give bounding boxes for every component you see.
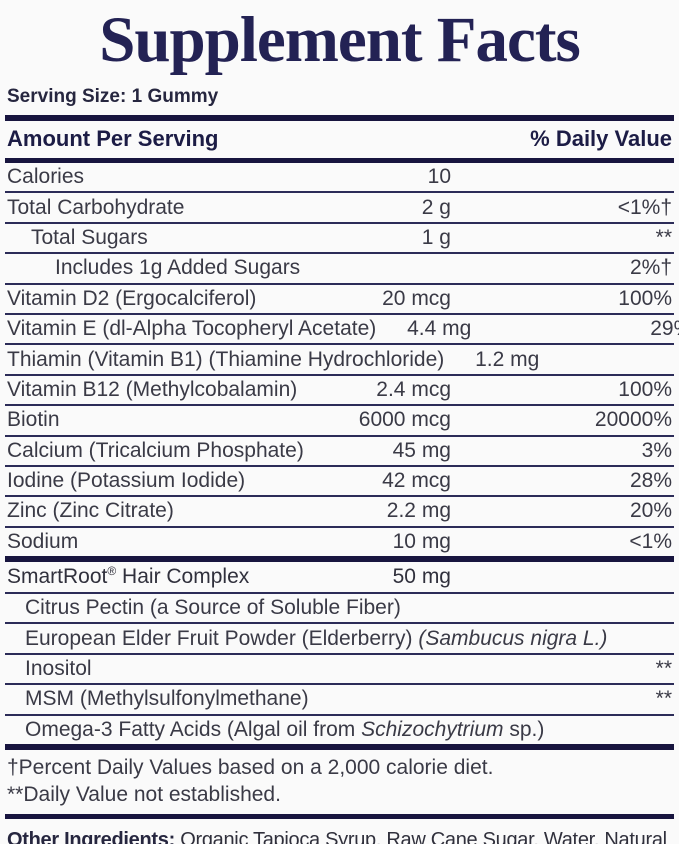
- serving-size: Serving Size: 1 Gummy: [7, 86, 219, 107]
- table-row-citrus-pectin: Citrus Pectin (a Source of Soluble Fiber…: [5, 594, 674, 625]
- supplement-facts-label: Supplement Facts Serving Size: 1 Gummy A…: [5, 0, 679, 844]
- nutrient-daily-value: 29%: [650, 317, 679, 341]
- table-row-omega3: Omega-3 Fatty Acids (Algal oil from Schi…: [5, 716, 674, 744]
- nutrient-amount: 45 mg: [392, 438, 451, 462]
- nutrient-daily-value: 3%: [641, 438, 672, 462]
- other-ingredients-text: Organic Tapioca Syrup, Raw Cane Sugar, W…: [180, 829, 667, 844]
- other-ingredients-label: Other Ingredients:: [7, 829, 175, 844]
- table-header-row: Amount Per Serving % Daily Value: [5, 121, 674, 158]
- ingredient-text: Omega-3 Fatty Acids (Algal oil from: [25, 717, 362, 741]
- table-row-vitamin-b12: Vitamin B12 (Methylcobalamin) 2.4 mcg 10…: [5, 376, 674, 407]
- ingredient-name: MSM (Methylsulfonylmethane): [7, 687, 356, 711]
- registered-trademark-symbol: ®: [107, 564, 117, 579]
- nutrient-amount: 42 mcg: [382, 469, 451, 493]
- complex-brand: SmartRoot: [7, 565, 108, 589]
- complex-amount: 50 mg: [392, 565, 451, 589]
- col-header-daily-value: % Daily Value: [530, 126, 672, 151]
- ingredient-name: Inositol: [7, 657, 356, 681]
- nutrient-amount: 2.2 mg: [386, 499, 451, 523]
- table-row-elderberry: European Elder Fruit Powder (Elderberry)…: [5, 624, 674, 655]
- table-row-calcium: Calcium (Tricalcium Phosphate) 45 mg 3%: [5, 437, 674, 467]
- complex-name-rest: Hair Complex: [116, 565, 250, 589]
- table-row-vitamin-d2: Vitamin D2 (Ergocalciferol) 20 mcg 100%: [5, 285, 674, 315]
- nutrient-amount: 4.4 mg: [407, 317, 472, 341]
- table-row-thiamin: Thiamin (Vitamin B1) (Thiamine Hydrochlo…: [5, 345, 674, 376]
- nutrient-name: Calcium (Tricalcium Phosphate): [7, 438, 304, 462]
- col-header-amount-per-serving: Amount Per Serving: [7, 126, 219, 151]
- table-row-total-sugars: Total Sugars 1 g **: [5, 224, 674, 255]
- nutrient-daily-value: 100%: [539, 348, 679, 372]
- ingredient-daily-value: **: [655, 657, 672, 681]
- ingredient-suffix: sp.): [503, 717, 545, 741]
- nutrient-name: Zinc (Zinc Citrate): [7, 499, 174, 523]
- divider-thick-top: [5, 115, 674, 121]
- ingredient-daily-value: **: [639, 718, 679, 742]
- ingredient-text: Inositol: [25, 657, 92, 681]
- nutrient-daily-value: 2%†: [629, 256, 672, 280]
- nutrient-amount: 10 mg: [392, 529, 451, 553]
- table-row-zinc: Zinc (Zinc Citrate) 2.2 mg 20%: [5, 497, 674, 528]
- nutrient-name: Includes 1g Added Sugars: [55, 256, 301, 280]
- footnotes: †Percent Daily Values based on a 2,000 c…: [5, 750, 674, 814]
- ingredient-text: MSM (Methylsulfonylmethane): [25, 687, 309, 711]
- complex-name: SmartRoot® Hair Complex: [7, 565, 356, 589]
- table-row-biotin: Biotin 6000 mcg 20000%: [5, 406, 674, 437]
- table-row-added-sugars: Includes 1g Added Sugars 2%†: [5, 254, 674, 285]
- divider-under-header: [5, 158, 674, 163]
- nutrient-daily-value: 100%: [618, 377, 672, 401]
- nutrient-amount: 2.4 mcg: [376, 377, 451, 401]
- divider-thick-footnotes: [5, 744, 674, 751]
- table-row-smartroot-complex: SmartRoot® Hair Complex 50 mg: [5, 562, 674, 595]
- divider-thick-complex: [5, 556, 674, 563]
- footnote-not-established: **Daily Value not established.: [7, 782, 281, 806]
- table-row-sodium: Sodium 10 mg <1%: [5, 528, 674, 556]
- table-row-total-carbohydrate: Total Carbohydrate 2 g <1%†: [5, 193, 674, 224]
- nutrient-amount: 20 mcg: [382, 286, 451, 310]
- ingredient-name: Omega-3 Fatty Acids (Algal oil from Schi…: [7, 718, 544, 742]
- ingredient-text: Citrus Pectin (a Source of Soluble Fiber…: [25, 596, 401, 620]
- nutrient-daily-value: 100%: [618, 286, 672, 310]
- ingredient-name: Citrus Pectin (a Source of Soluble Fiber…: [7, 596, 401, 620]
- table-row-iodine: Iodine (Potassium Iodide) 42 mcg 28%: [5, 467, 674, 498]
- nutrient-name: Vitamin E (dl-Alpha Tocopheryl Acetate): [7, 317, 377, 341]
- nutrient-name: Vitamin B12 (Methylcobalamin): [7, 377, 298, 401]
- ingredient-daily-value: **: [496, 596, 679, 620]
- nutrient-name: Total Sugars: [31, 225, 148, 249]
- table-row-vitamin-e: Vitamin E (dl-Alpha Tocopheryl Acetate) …: [5, 315, 679, 346]
- nutrient-daily-value: **: [655, 225, 672, 249]
- ingredient-latin-name: (Sambucus nigra L.): [418, 626, 608, 650]
- complex-ingredient-table: Citrus Pectin (a Source of Soluble Fiber…: [5, 594, 674, 744]
- nutrient-amount: 6000 mcg: [358, 408, 451, 432]
- table-row-msm: MSM (Methylsulfonylmethane) **: [5, 685, 674, 716]
- label-title: Supplement Facts: [99, 4, 581, 76]
- ingredient-name: European Elder Fruit Powder (Elderberry)…: [7, 627, 607, 651]
- ingredient-daily-value: **: [655, 687, 672, 711]
- nutrient-name: Calories: [7, 165, 85, 189]
- footnote-daily-values: †Percent Daily Values based on a 2,000 c…: [7, 756, 494, 780]
- nutrient-table: Calories 10 Total Carbohydrate 2 g <1%† …: [5, 163, 679, 556]
- nutrient-name: Thiamin (Vitamin B1) (Thiamine Hydrochlo…: [7, 347, 445, 371]
- nutrient-name: Biotin: [7, 408, 60, 432]
- divider-other-ingredients: [5, 814, 674, 820]
- nutrient-daily-value: 28%: [629, 469, 672, 493]
- nutrient-name: Iodine (Potassium Iodide): [7, 469, 246, 493]
- nutrient-amount: 2 g: [421, 195, 451, 219]
- nutrient-daily-value: <1%: [629, 529, 672, 553]
- nutrient-amount: 10: [427, 165, 451, 189]
- table-row-inositol: Inositol **: [5, 655, 674, 686]
- nutrient-daily-value: <1%†: [617, 195, 672, 219]
- nutrient-name: Vitamin D2 (Ergocalciferol): [7, 286, 257, 310]
- nutrient-amount: 1 g: [421, 225, 451, 249]
- nutrient-name: Total Carbohydrate: [7, 195, 185, 219]
- nutrient-daily-value: 20%: [629, 499, 672, 523]
- table-row-calories: Calories 10: [5, 163, 674, 194]
- ingredient-latin-name: Schizochytrium: [361, 717, 504, 741]
- nutrient-amount: 1.2 mg: [475, 347, 540, 371]
- other-ingredients: Other Ingredients: Organic Tapioca Syrup…: [5, 819, 674, 844]
- nutrient-name: Sodium: [7, 529, 79, 553]
- nutrient-daily-value: 20000%: [594, 408, 672, 432]
- ingredient-text: European Elder Fruit Powder (Elderberry): [25, 626, 419, 650]
